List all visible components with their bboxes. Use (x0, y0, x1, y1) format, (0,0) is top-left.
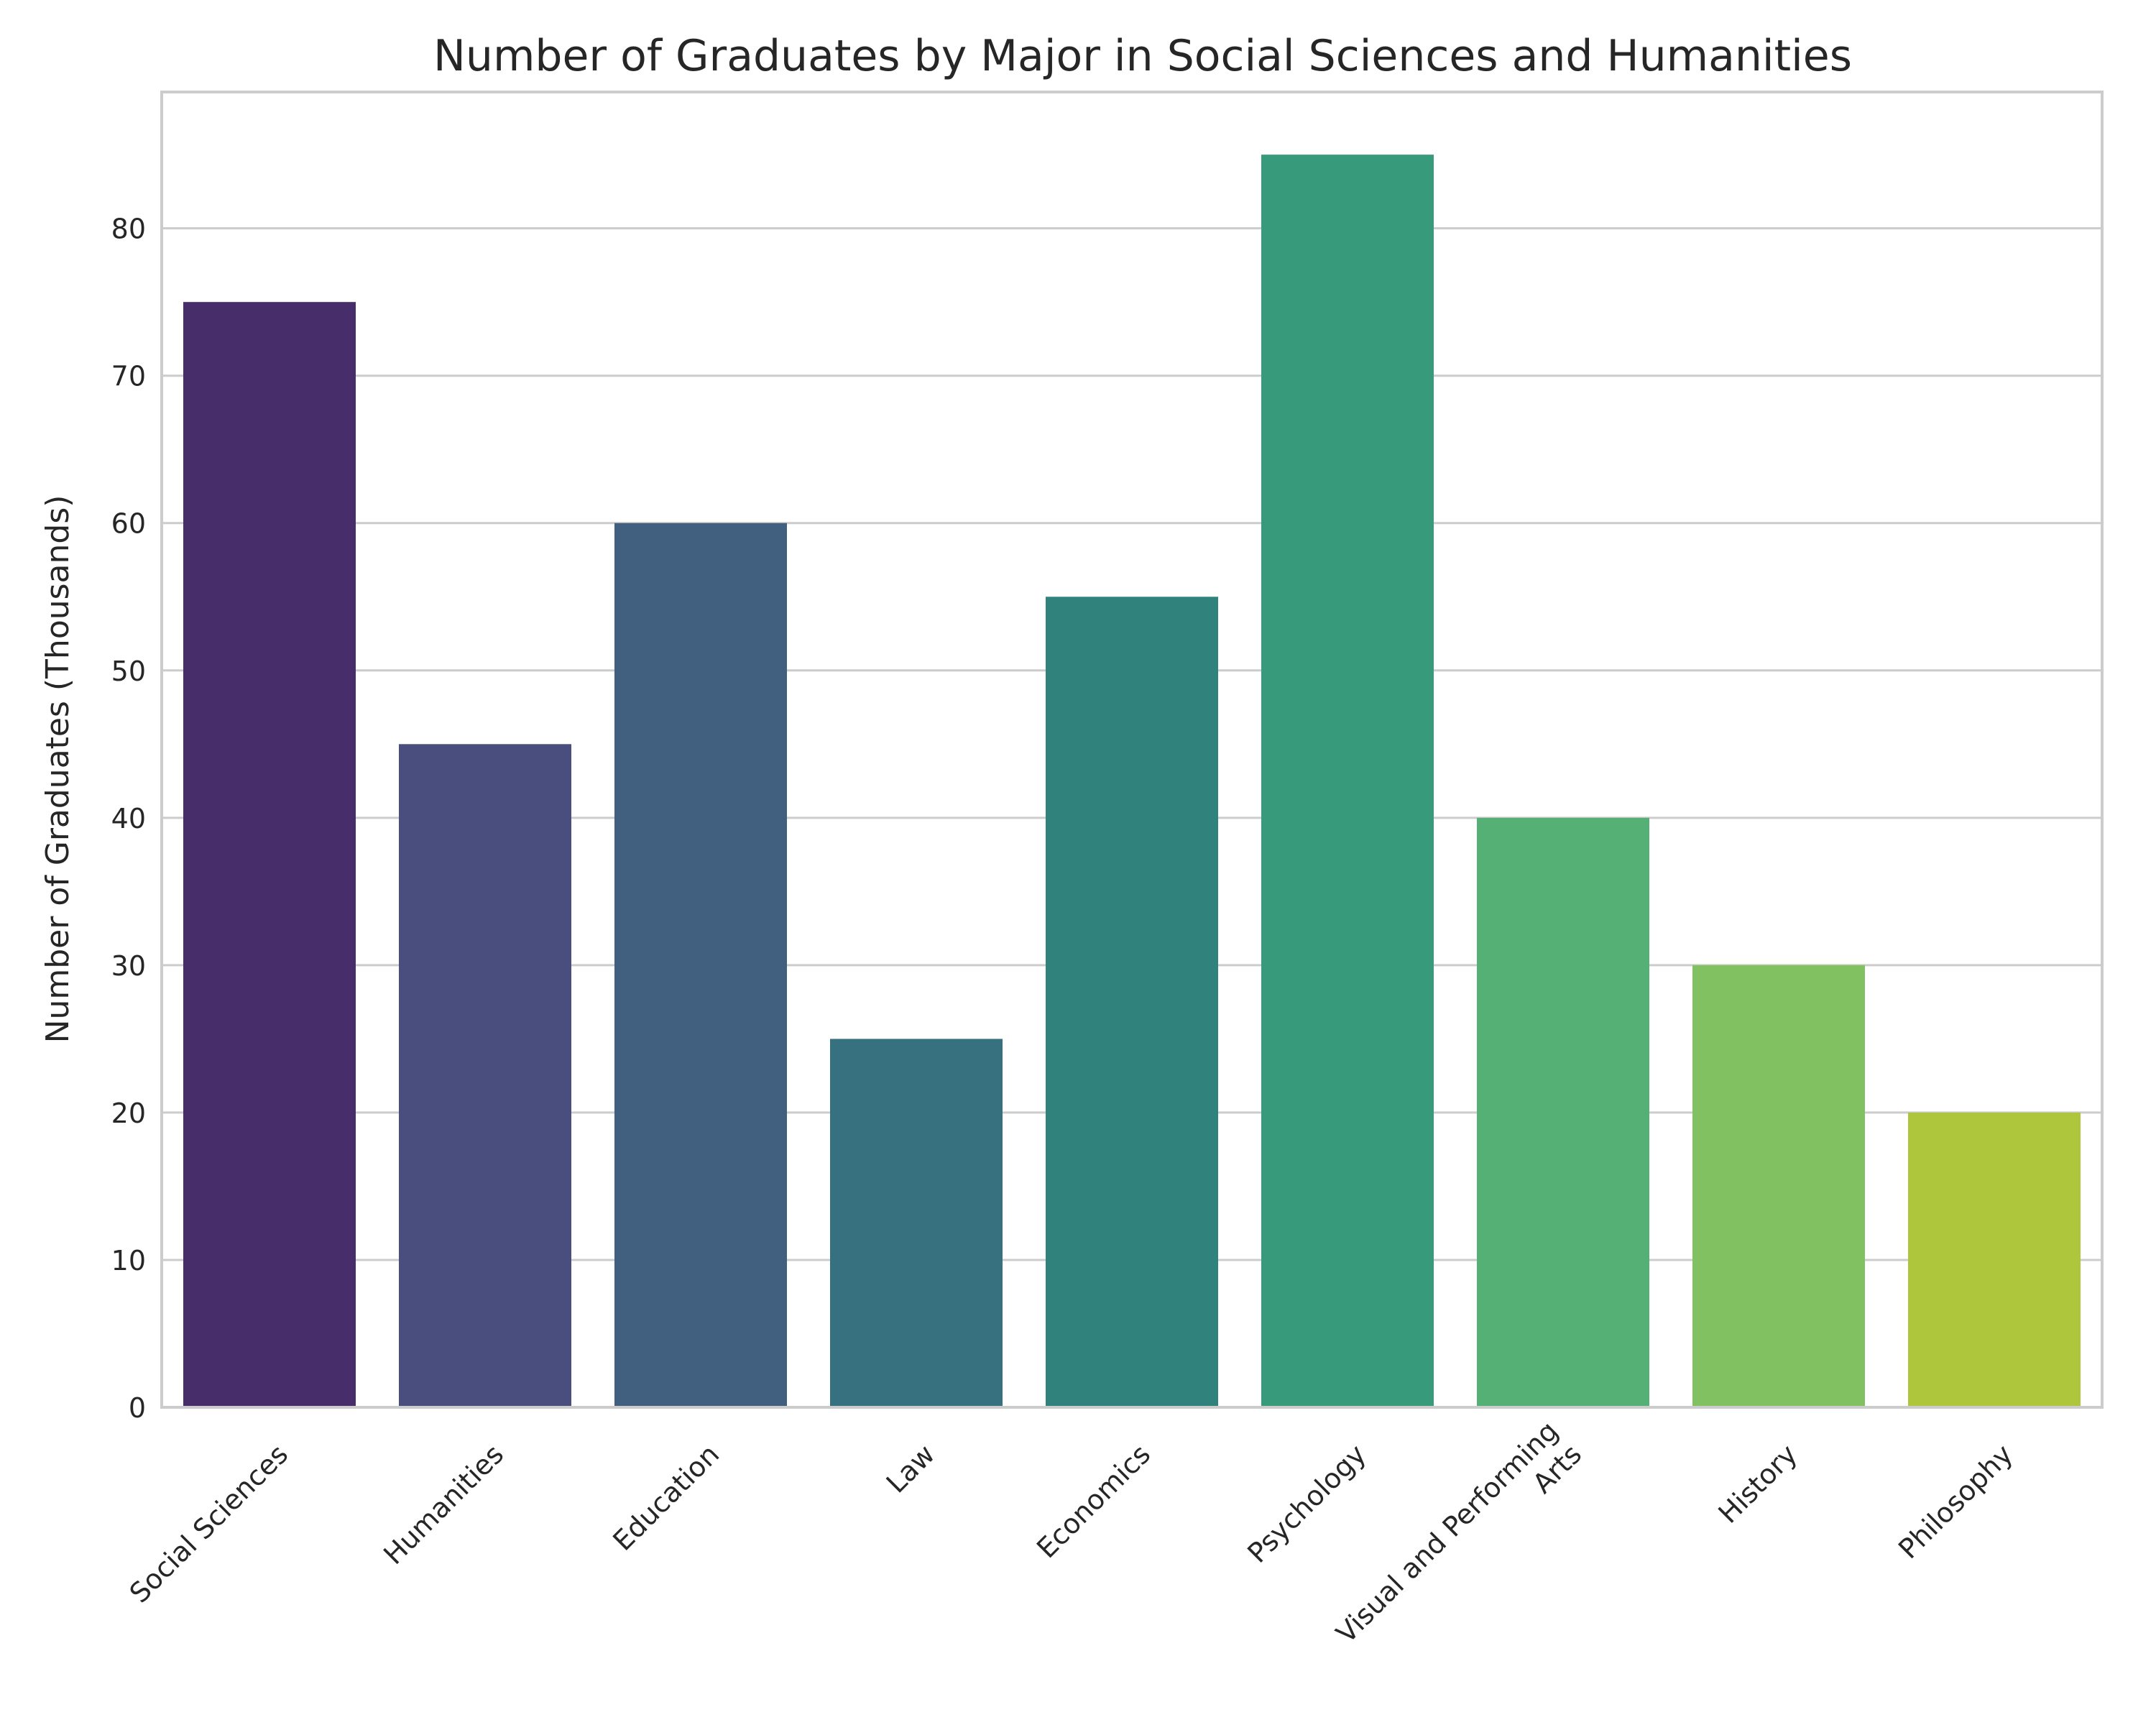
y-tick-label: 10 (111, 1245, 146, 1276)
bar-social-sciences (183, 302, 356, 1408)
bar-history (1692, 965, 1865, 1407)
bar-visual-and-performing-arts (1477, 817, 1649, 1407)
x-tick-label: Psychology (1241, 1438, 1372, 1569)
y-tick-label: 30 (111, 950, 146, 982)
plot-frame (160, 91, 2104, 1409)
y-axis-label: Number of Graduates (Thousands) (40, 495, 76, 1044)
x-tick-label-line: Visual and Performing (1330, 1415, 1565, 1650)
bar-education (614, 523, 787, 1407)
x-tick-label-line: Education (607, 1438, 725, 1557)
bar-law (830, 1039, 1003, 1407)
y-tick-label: 70 (111, 361, 146, 392)
y-axis-ticks: 0 10 20 30 40 50 60 70 80 (111, 213, 146, 1424)
x-tick-label: Economics (1031, 1438, 1156, 1564)
bar-philosophy (1908, 1112, 2081, 1407)
x-tick-label-line: Social Sciences (124, 1438, 294, 1609)
x-tick-label-line: History (1713, 1438, 1804, 1530)
y-tick-label: 40 (111, 803, 146, 834)
y-tick-label: 80 (111, 213, 146, 245)
y-tick-label: 20 (111, 1098, 146, 1129)
x-tick-label-line: Law (880, 1438, 941, 1499)
y-tick-label: 60 (111, 508, 146, 540)
x-tick-label-line: Humanities (377, 1438, 510, 1570)
x-tick-label-line: Economics (1031, 1438, 1156, 1564)
chart-title: Number of Graduates by Major in Social S… (433, 31, 1852, 81)
x-tick-label: Philosophy (1892, 1438, 2019, 1565)
x-tick-label: Education (607, 1438, 725, 1557)
bar-economics (1046, 597, 1218, 1407)
x-axis-ticks: Social Sciences Humanities Education Law Eco… (124, 1415, 2019, 1650)
bars (183, 155, 2081, 1408)
x-tick-label: History (1713, 1438, 1804, 1530)
bar-psychology (1261, 155, 1434, 1408)
bar-humanities (399, 744, 571, 1407)
x-tick-label-line: Psychology (1241, 1438, 1372, 1569)
x-tick-label-line: Philosophy (1892, 1438, 2019, 1565)
y-tick-label: 0 (129, 1392, 146, 1424)
x-tick-label: Social Sciences (124, 1438, 294, 1609)
x-tick-label: Humanities (377, 1438, 510, 1570)
y-tick-label: 50 (111, 656, 146, 687)
x-tick-label: Law (880, 1438, 941, 1499)
